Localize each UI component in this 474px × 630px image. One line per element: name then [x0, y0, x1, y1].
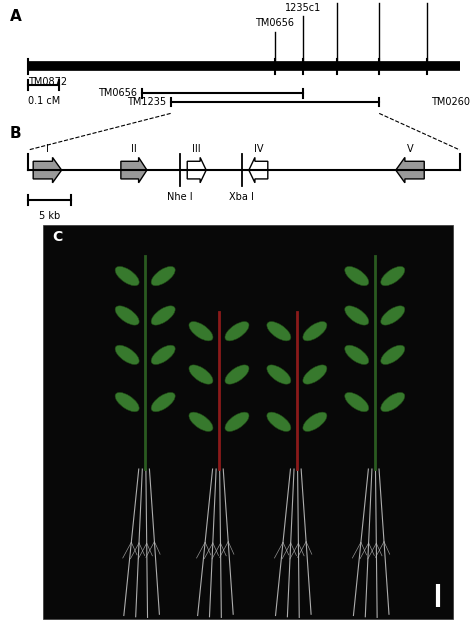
Text: II: II: [131, 144, 137, 154]
Text: A: A: [9, 9, 21, 25]
Text: Nhe I: Nhe I: [167, 192, 193, 202]
Text: TM1235: TM1235: [127, 97, 166, 107]
Ellipse shape: [303, 365, 327, 384]
Ellipse shape: [115, 266, 139, 286]
Ellipse shape: [151, 392, 175, 412]
Ellipse shape: [115, 306, 139, 325]
Ellipse shape: [151, 266, 175, 286]
Ellipse shape: [267, 412, 291, 432]
Text: V: V: [407, 144, 413, 154]
Ellipse shape: [189, 365, 213, 384]
Ellipse shape: [345, 392, 369, 412]
Text: Xba I: Xba I: [229, 192, 254, 202]
Text: 5 kb: 5 kb: [39, 211, 60, 221]
Ellipse shape: [381, 266, 405, 286]
Ellipse shape: [115, 392, 139, 412]
Ellipse shape: [225, 365, 249, 384]
Ellipse shape: [225, 412, 249, 432]
Ellipse shape: [151, 306, 175, 325]
Text: TM0656: TM0656: [99, 88, 137, 98]
Ellipse shape: [381, 345, 405, 365]
Text: TM0656: TM0656: [255, 18, 294, 28]
Text: III: III: [192, 144, 201, 154]
Bar: [43, 225, 453, 619]
Ellipse shape: [345, 266, 369, 286]
Ellipse shape: [189, 321, 213, 341]
Ellipse shape: [381, 392, 405, 412]
Ellipse shape: [189, 412, 213, 432]
Text: IV: IV: [254, 144, 263, 154]
Ellipse shape: [225, 321, 249, 341]
Ellipse shape: [115, 345, 139, 365]
Text: TM0872: TM0872: [28, 77, 68, 88]
Polygon shape: [121, 158, 147, 183]
Ellipse shape: [345, 306, 369, 325]
Ellipse shape: [303, 412, 327, 432]
Ellipse shape: [267, 365, 291, 384]
Polygon shape: [249, 158, 268, 183]
Text: TM0260: TM0260: [431, 97, 470, 107]
Polygon shape: [33, 158, 62, 183]
Polygon shape: [396, 158, 424, 183]
Text: C: C: [52, 230, 63, 244]
Ellipse shape: [381, 306, 405, 325]
Ellipse shape: [151, 345, 175, 365]
Text: I: I: [46, 144, 49, 154]
Polygon shape: [187, 158, 206, 183]
Ellipse shape: [267, 321, 291, 341]
Text: 0.1 cM: 0.1 cM: [27, 96, 60, 106]
Text: 1235c1: 1235c1: [285, 3, 321, 13]
Ellipse shape: [303, 321, 327, 341]
Ellipse shape: [345, 345, 369, 365]
Text: B: B: [9, 126, 21, 141]
